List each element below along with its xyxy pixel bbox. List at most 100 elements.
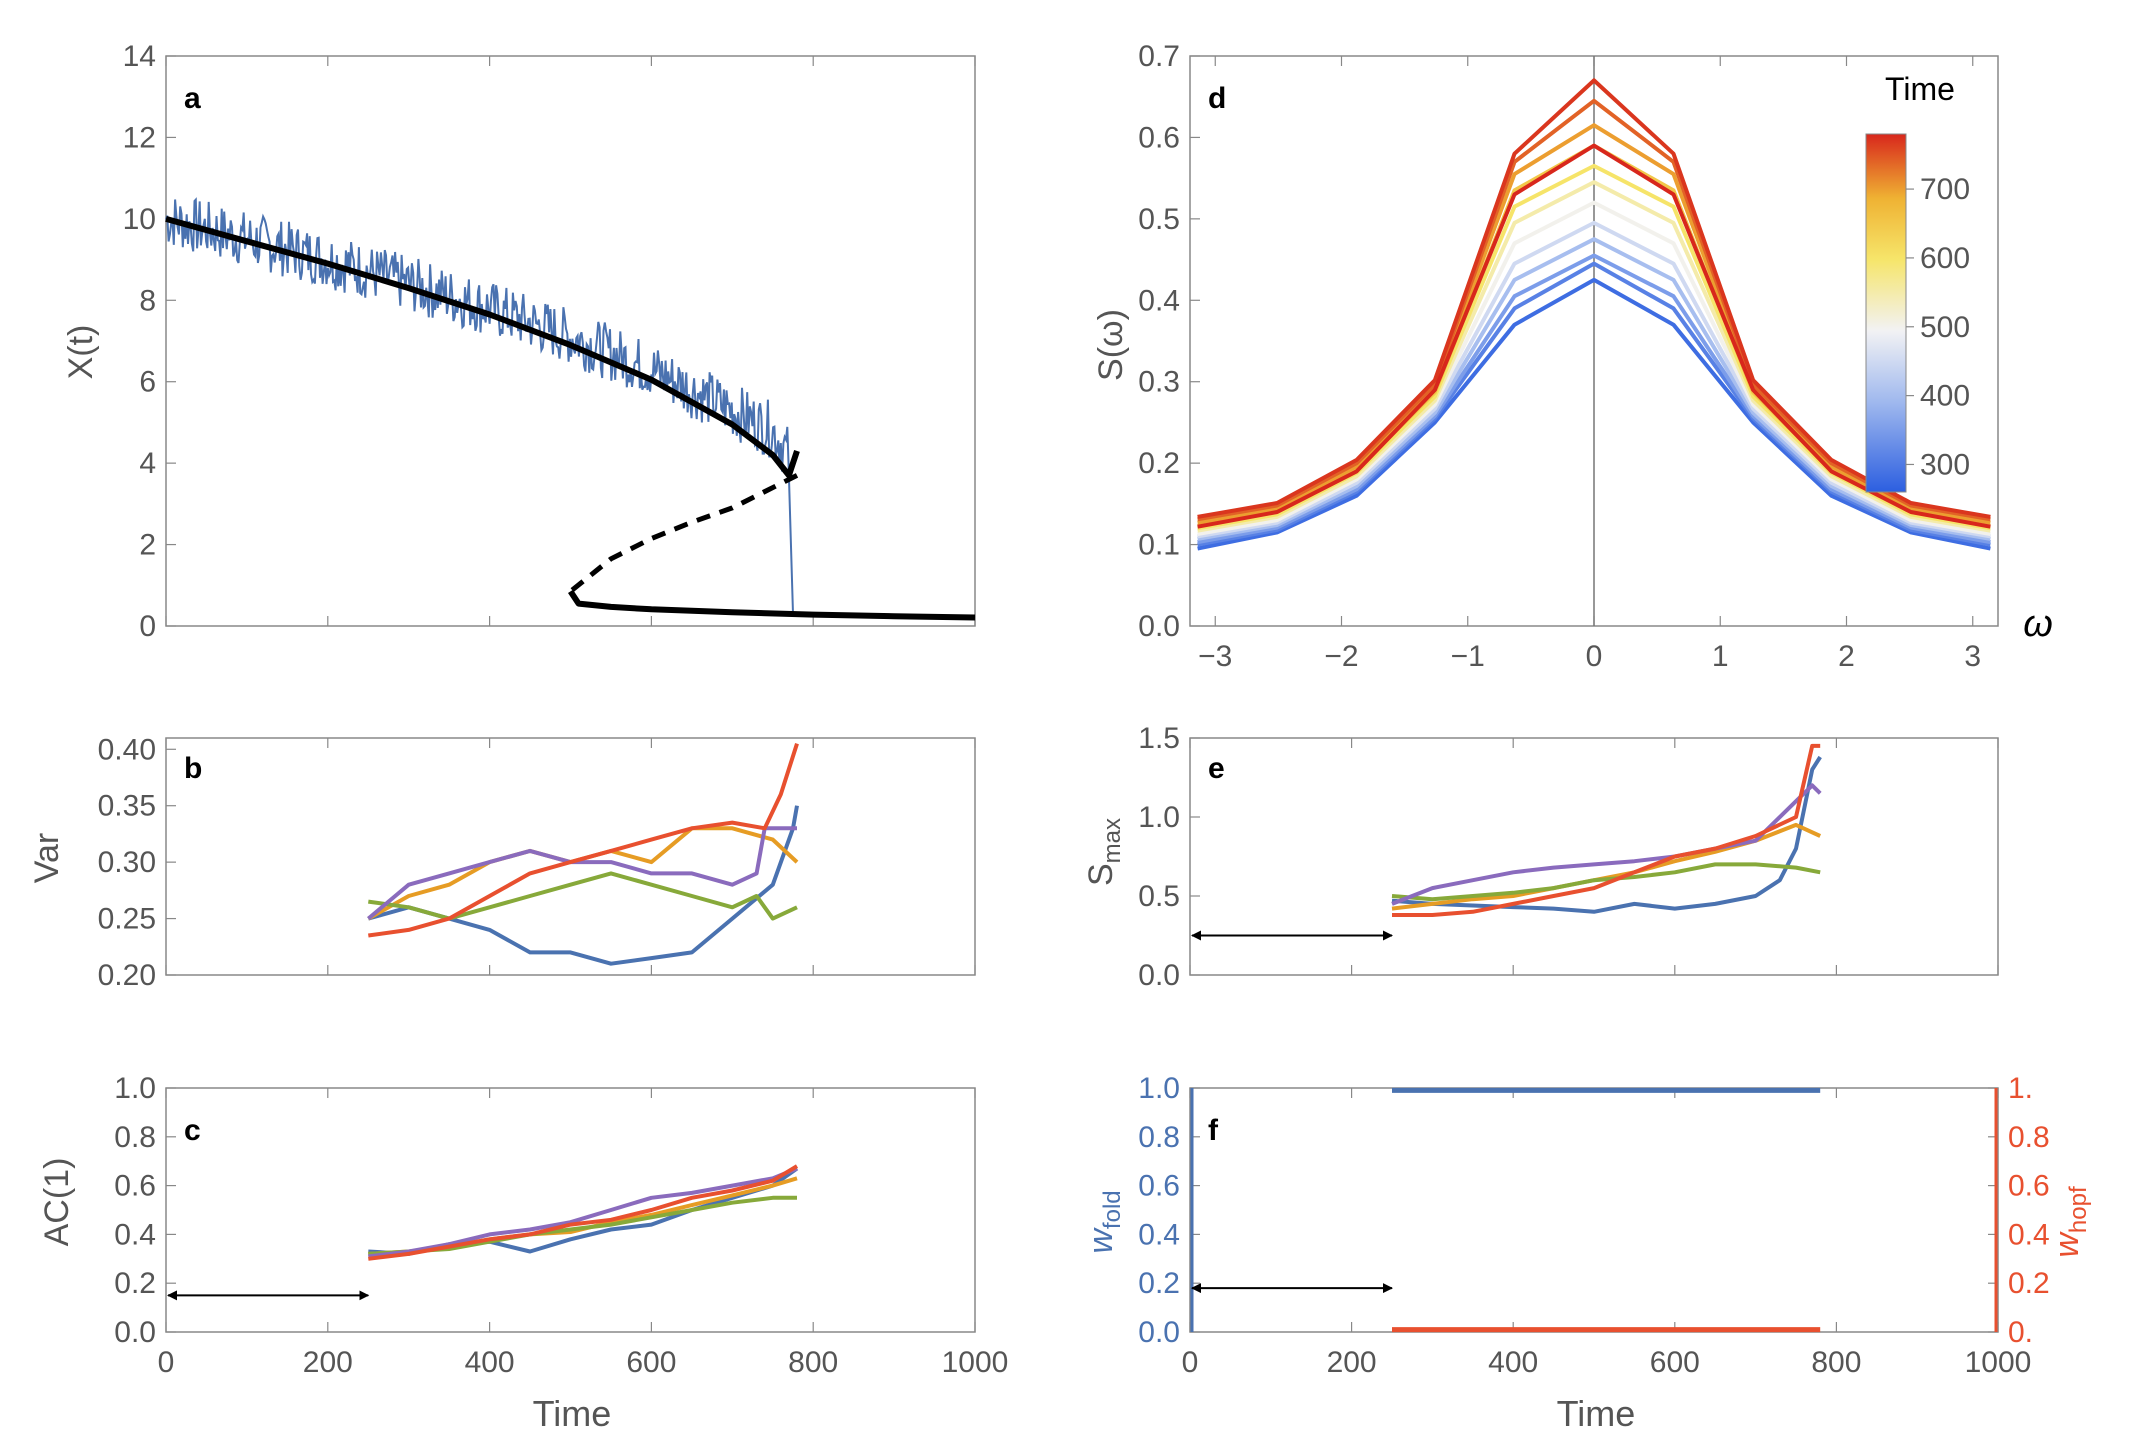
panel-d-spectrum-12 [1197, 143, 1991, 529]
panel-f-ylabel-left-main: w [1082, 1227, 1120, 1254]
panel-b-ytick-label: 0.20 [98, 959, 156, 992]
panel-f-ytick-label: 0.8 [1138, 1121, 1180, 1154]
panel-c-series-0 [368, 1166, 799, 1256]
panel-d-colorbar-title: Time [1885, 71, 1955, 107]
panel-d-colorbar [1865, 133, 1907, 493]
panel-f-ytick-label: 0.4 [1138, 1218, 1180, 1251]
panel-c-ytick-label: 1.0 [114, 1072, 156, 1105]
panel-d-ytick-label: 0.3 [1138, 366, 1180, 399]
panel-d-xtick-label: −3 [1198, 640, 1232, 673]
panel-b-series-4 [368, 742, 799, 938]
panel-f-ytick-label: 0.4 [2008, 1218, 2050, 1251]
panel-a-series-upper-branch [165, 216, 800, 479]
panel-d-colorbar-tick-label: 300 [1920, 448, 1970, 481]
svg-text:Smax: Smax [1082, 818, 1126, 886]
panel-d-spectrum-11 [1197, 78, 1991, 519]
panel-a-ytick-label: 10 [123, 203, 156, 236]
panel-c-xtick-label: 0 [158, 1346, 175, 1379]
panel-f-ytick-label: 0.2 [1138, 1267, 1180, 1300]
panel-d-spectrum-3 [1197, 237, 1991, 541]
panel-d-spectrum-4 [1197, 220, 1991, 539]
panel-c-frame [165, 1087, 976, 1333]
panel-f-ylabel-left: wfold [1082, 1190, 1126, 1253]
panel-f-frame [1189, 1087, 1999, 1333]
panel-e-ylabel: Smax [1082, 818, 1126, 886]
panel-c-series-4 [368, 1164, 799, 1261]
panel-a-ylabel: X(t) [62, 325, 100, 380]
panel-d-ytick-label: 0.7 [1138, 40, 1180, 73]
panel-e-ytick-label: 0.5 [1138, 880, 1180, 913]
svg-text:whopf: whopf [2048, 1186, 2092, 1258]
panel-d-ytick-label: 0.0 [1138, 610, 1180, 643]
panel-a-ytick-label: 6 [139, 366, 156, 399]
panel-a-series-lower-branch [568, 589, 976, 621]
panel-f-xtick-label: 200 [1327, 1346, 1377, 1379]
panel-a-ytick-label: 2 [139, 529, 156, 562]
panel-c-xtick-label: 800 [788, 1346, 838, 1379]
panel-f-ytick-label: 0.6 [1138, 1170, 1180, 1203]
panel-d-ytick-label: 0.1 [1138, 529, 1180, 562]
panel-d-spectrum-1 [1197, 261, 1991, 547]
panel-b-series-3 [367, 826, 797, 921]
panel-d-letter: d [1208, 82, 1226, 115]
panel-d-xtick-label: −1 [1451, 640, 1485, 673]
panel-c-xtick-label: 400 [465, 1346, 515, 1379]
panel-b-ylabel: Var [28, 833, 66, 883]
panel-f-xtick-label: 600 [1650, 1346, 1700, 1379]
panel-a-ytick-label: 12 [123, 121, 156, 154]
panel-a-frame [165, 55, 976, 627]
panel-f-xlabel: Time [1557, 1393, 1636, 1434]
panel-f-xtick-label: 400 [1488, 1346, 1538, 1379]
panel-e-ylabel-sub: max [1099, 818, 1126, 863]
panel-e-frame [1189, 737, 1999, 976]
panel-b-ytick-label: 0.40 [98, 733, 156, 766]
plot-layer: 024681012140.200.250.300.350.400.00.20.4… [98, 40, 2050, 1379]
panel-d-ytick-label: 0.4 [1138, 284, 1180, 317]
panel-c-xtick-label: 1000 [942, 1346, 1009, 1379]
panel-d-ytick-label: 0.6 [1138, 121, 1180, 154]
panel-f-xtick-label: 800 [1811, 1346, 1861, 1379]
panel-a-ytick-label: 8 [139, 284, 156, 317]
panel-d-spectrum-6 [1197, 180, 1991, 533]
panel-c-xlabel: Time [533, 1393, 612, 1434]
panel-c-ytick-label: 0.8 [114, 1121, 156, 1154]
panel-f-letter: f [1208, 1114, 1219, 1147]
panel-a-ytick-label: 0 [139, 610, 156, 643]
panel-e-series-4 [1392, 743, 1821, 917]
panel-b-ytick-label: 0.35 [98, 790, 156, 823]
panel-b-frame [165, 737, 976, 976]
panel-a-series-unstable-branch [568, 473, 799, 594]
panel-d-colorbar-tick-label: 600 [1920, 242, 1970, 275]
panel-f-ytick-label: 1.0 [1138, 1072, 1180, 1105]
panel-d-ytick-label: 0.2 [1138, 447, 1180, 480]
panel-e-ytick-label: 0.0 [1138, 959, 1180, 992]
panel-c-ytick-label: 0.2 [114, 1267, 156, 1300]
panel-d-xtick-label: 3 [1964, 640, 1981, 673]
panel-c-xtick-label: 200 [303, 1346, 353, 1379]
panel-d-ytick-label: 0.5 [1138, 203, 1180, 236]
panel-c-series-3 [368, 1166, 798, 1259]
panel-c-ylabel: AC(1) [38, 1158, 76, 1247]
panel-f-ytick-label: 0.2 [2008, 1267, 2050, 1300]
panel-a-letter: a [184, 82, 201, 115]
panel-e-ylabel-main: S [1082, 863, 1120, 886]
svg-text:wfold: wfold [1082, 1190, 1126, 1253]
panel-f-ytick-label: 0.8 [2008, 1121, 2050, 1154]
panel-f-ylabel-left-sub: fold [1099, 1190, 1126, 1229]
panel-f-ylabel-right: whopf [2048, 1186, 2092, 1258]
panel-d-xtick-label: 0 [1586, 640, 1603, 673]
panel-d-spectrum-9 [1197, 123, 1991, 525]
panel-f-xtick-label: 0 [1182, 1346, 1199, 1379]
panel-b-ytick-label: 0.30 [98, 846, 156, 879]
panel-d-xtick-label: −2 [1324, 640, 1358, 673]
panel-e-ytick-label: 1.0 [1138, 801, 1180, 834]
panel-f-ytick-label: 0.6 [2008, 1170, 2050, 1203]
panel-d-colorbar-tick-label: 500 [1920, 311, 1970, 344]
panel-b-letter: b [184, 752, 202, 785]
panel-e-series-1 [1391, 822, 1822, 911]
panel-c-ytick-label: 0.6 [114, 1170, 156, 1203]
panel-a-ytick-label: 4 [139, 447, 156, 480]
panel-f-ytick-label: 0. [2008, 1316, 2033, 1349]
panel-c-xtick-label: 600 [626, 1346, 676, 1379]
